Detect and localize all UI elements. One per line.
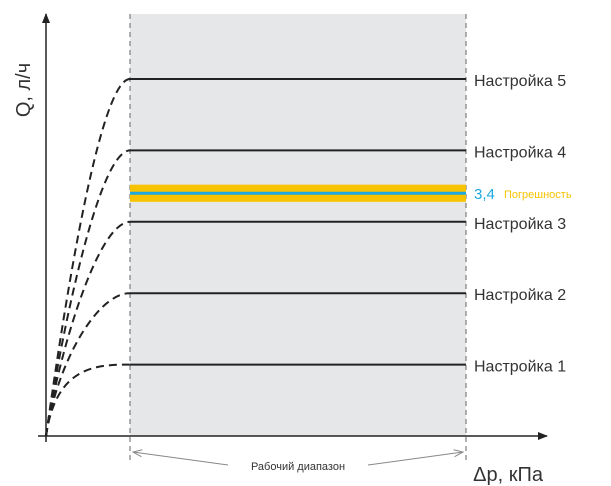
setting-curve-4 <box>45 149 131 437</box>
working-range-arrow-right <box>367 452 463 466</box>
y-axis-title: Q, л/ч <box>13 63 35 117</box>
setting-label-5: Настройка 5 <box>474 73 566 90</box>
setting-label-3: Настройка 3 <box>474 216 566 233</box>
setting-label-2: Настройка 2 <box>474 287 566 304</box>
setting-curve-2 <box>45 292 131 437</box>
working-range-arrow-left <box>133 452 229 466</box>
working-range-area <box>130 14 466 436</box>
working-range-label: Рабочий диапазон <box>251 461 345 473</box>
setting-label-1: Настройка 1 <box>474 359 566 376</box>
setting-curve-3 <box>45 220 131 437</box>
x-axis-title: Δp, кПа <box>473 464 544 486</box>
highlight-value-label: 3,4 <box>474 186 495 203</box>
setting-curve-5 <box>45 78 131 437</box>
tolerance-label: Погрешность <box>504 189 572 201</box>
setting-label-4: Настройка 4 <box>474 144 566 161</box>
setting-curve-1 <box>45 363 131 437</box>
